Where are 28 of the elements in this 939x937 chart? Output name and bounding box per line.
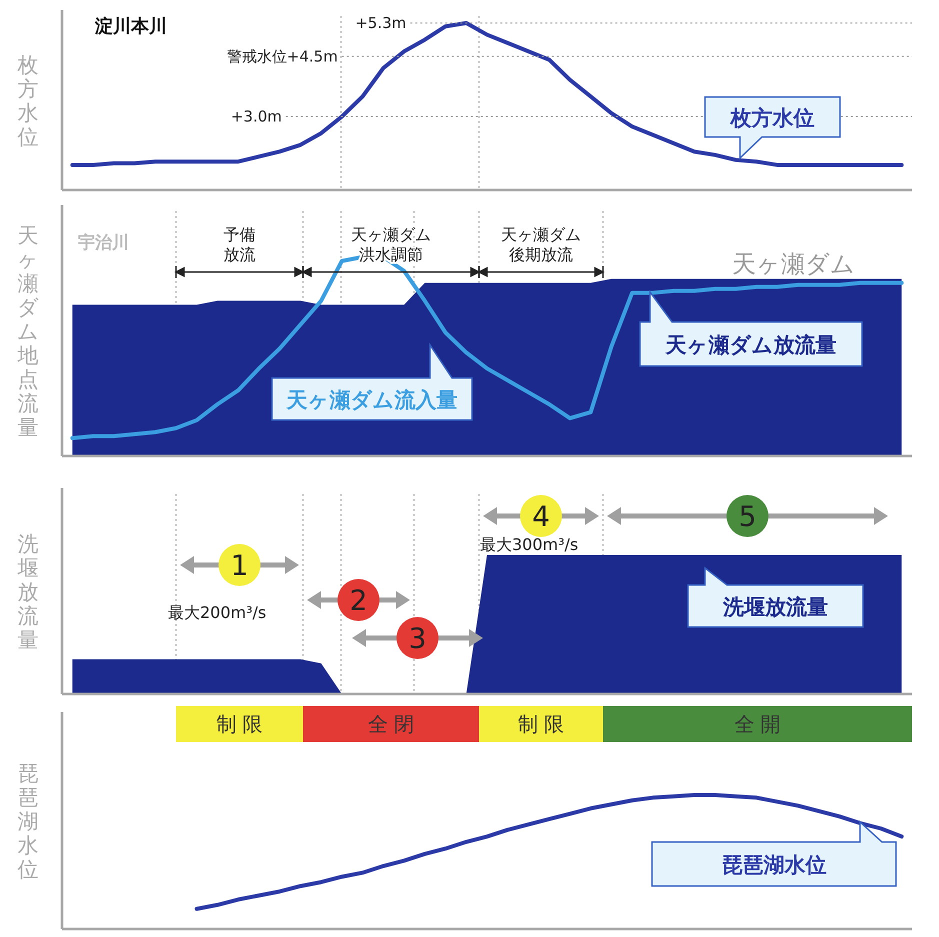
chart-subtitle: 天ヶ瀬ダム bbox=[732, 250, 855, 278]
annotation: 3 bbox=[408, 622, 426, 655]
ref-line-label: +3.0m bbox=[230, 108, 282, 126]
text: 全 開 bbox=[734, 712, 781, 736]
text: 制 限 bbox=[216, 712, 263, 736]
series-label: 天ヶ瀬ダム放流量 bbox=[664, 333, 836, 357]
text: 5 bbox=[738, 500, 756, 533]
text: 天ヶ瀬ダム地点流量 bbox=[17, 224, 39, 440]
text: 全 閉 bbox=[368, 712, 414, 736]
annotation: 最大200m³/s bbox=[168, 603, 266, 622]
annotation: 天ヶ瀬ダム後期放流 bbox=[501, 225, 581, 264]
chart-title: 淀川本川 bbox=[94, 16, 167, 37]
text: 制 限 bbox=[518, 712, 564, 736]
series-label: 枚方水位 bbox=[730, 106, 814, 130]
text: 最大300m³/s bbox=[480, 535, 578, 554]
ref-line-label: 警戒水位+4.5m bbox=[226, 47, 338, 66]
annotation: 2 bbox=[350, 584, 368, 617]
annotation: 予備放流 bbox=[224, 225, 256, 264]
annotation: 1 bbox=[230, 549, 248, 582]
chart-title: 宇治川 bbox=[78, 233, 129, 253]
ref-line-label: +5.3m bbox=[355, 14, 406, 32]
series-label: 洗堰放流量 bbox=[722, 595, 828, 619]
y-axis-title: 琵琶湖水位 bbox=[18, 762, 38, 882]
y-axis-title: 洗堰放流量 bbox=[16, 532, 38, 652]
text: 4 bbox=[532, 500, 550, 533]
series-label: 琵琶湖水位 bbox=[722, 853, 826, 877]
series-label: 天ヶ瀬ダム流入量 bbox=[286, 388, 458, 412]
y-axis-title: 枚方水位 bbox=[16, 53, 38, 149]
